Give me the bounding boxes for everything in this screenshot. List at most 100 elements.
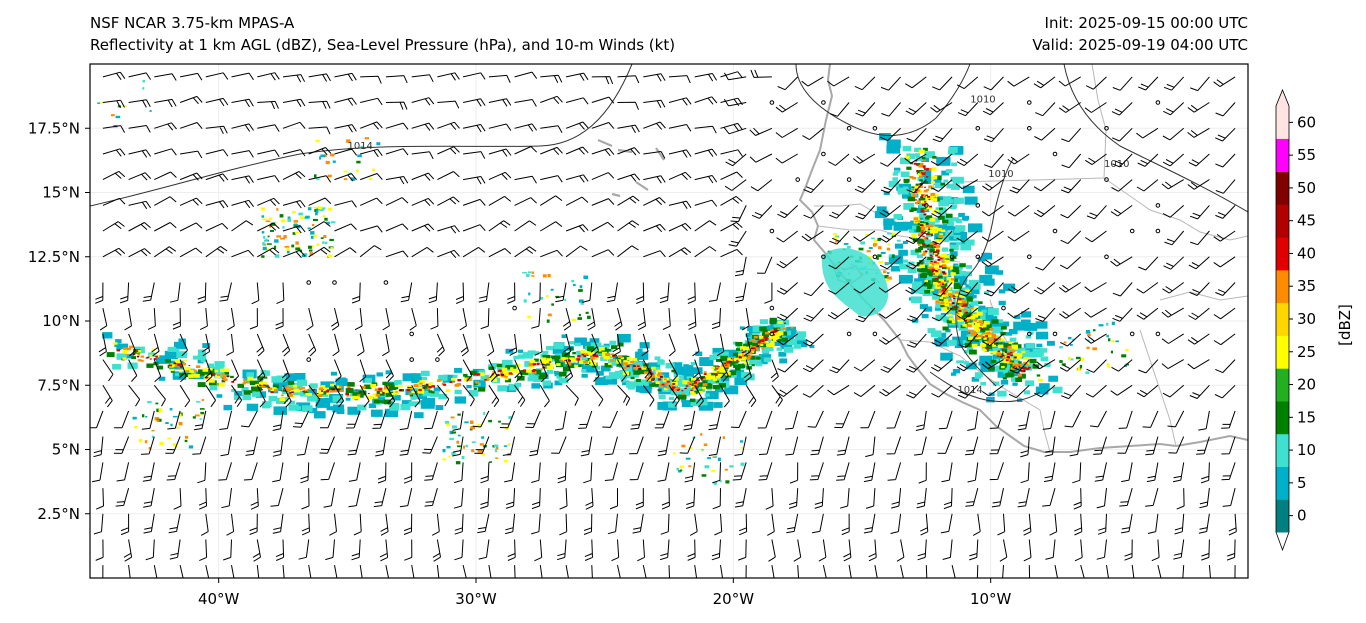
reflectivity-cell bbox=[529, 363, 534, 366]
wind-barb bbox=[565, 384, 579, 406]
wind-barb bbox=[981, 230, 1004, 242]
convective-cell bbox=[527, 271, 532, 274]
reflectivity-cell bbox=[913, 162, 917, 165]
reflectivity-cell bbox=[927, 256, 933, 260]
wind-barb bbox=[720, 97, 743, 106]
reflectivity-cell bbox=[934, 277, 938, 280]
convective-cell bbox=[577, 317, 582, 320]
reflectivity-cell bbox=[930, 194, 935, 198]
reflectivity-cell bbox=[594, 366, 600, 370]
reflectivity-cell bbox=[726, 361, 730, 364]
reflectivity-cell bbox=[750, 347, 754, 350]
reflectivity-cell bbox=[928, 244, 934, 248]
wind-barb bbox=[692, 359, 702, 383]
reflectivity-cell bbox=[178, 338, 186, 344]
reflectivity-cell bbox=[321, 391, 327, 395]
convective-cell bbox=[274, 254, 280, 258]
reflectivity-cell bbox=[780, 341, 793, 349]
reflectivity-cell bbox=[932, 271, 934, 273]
wind-barb bbox=[223, 539, 232, 561]
reflectivity-cell bbox=[891, 265, 901, 272]
wind-barb bbox=[896, 539, 905, 562]
reflectivity-cell bbox=[291, 391, 294, 394]
reflectivity-cell bbox=[940, 302, 945, 305]
convective-cell bbox=[147, 401, 152, 404]
reflectivity-cell bbox=[961, 305, 964, 308]
reflectivity-cell bbox=[917, 220, 921, 222]
convective-cell bbox=[503, 460, 508, 463]
convective-cell bbox=[269, 225, 271, 228]
reflectivity-cell bbox=[657, 373, 662, 377]
wind-barb bbox=[1151, 539, 1160, 562]
reflectivity-cell bbox=[241, 387, 249, 392]
reflectivity-cell bbox=[918, 246, 924, 250]
reflectivity-cell bbox=[929, 255, 932, 257]
reflectivity-cell bbox=[581, 373, 588, 378]
reflectivity-cell bbox=[336, 409, 345, 414]
convective-cell bbox=[701, 448, 704, 451]
calm-wind-marker bbox=[821, 100, 826, 105]
reflectivity-cell bbox=[945, 257, 950, 260]
reflectivity-cell bbox=[289, 400, 295, 405]
reflectivity-cell bbox=[918, 175, 923, 178]
reflectivity-cell bbox=[406, 389, 411, 392]
reflectivity-cell bbox=[554, 358, 559, 362]
wind-barb bbox=[972, 513, 981, 536]
reflectivity-cell bbox=[246, 403, 259, 411]
reflectivity-cell bbox=[999, 355, 1003, 358]
convective-cell bbox=[476, 423, 481, 428]
reflectivity-cell bbox=[504, 375, 508, 378]
wind-barb bbox=[298, 539, 310, 560]
isobars bbox=[90, 64, 1248, 403]
wind-barb bbox=[659, 282, 670, 304]
wind-barb bbox=[102, 197, 126, 206]
reflectivity-cell bbox=[935, 285, 941, 289]
reflectivity-cell bbox=[945, 169, 953, 174]
wind-barb bbox=[617, 75, 640, 84]
wind-barb bbox=[1112, 76, 1133, 91]
reflectivity-cell bbox=[776, 330, 779, 332]
reflectivity-cell bbox=[638, 367, 642, 370]
reflectivity-cell bbox=[695, 351, 703, 356]
wind-barb bbox=[1119, 487, 1133, 507]
reflectivity-cell bbox=[927, 286, 932, 289]
wind-barb bbox=[775, 153, 798, 164]
reflectivity-cell bbox=[500, 373, 504, 376]
wind-barb bbox=[145, 539, 155, 561]
reflectivity-cell bbox=[615, 370, 626, 378]
convective-cell bbox=[722, 436, 725, 439]
convective-cell bbox=[866, 250, 871, 253]
wind-barb bbox=[591, 76, 614, 85]
wind-barb bbox=[668, 385, 680, 407]
convective-cell bbox=[847, 246, 851, 249]
convective-cell bbox=[1085, 371, 1090, 375]
wind-barb bbox=[786, 513, 799, 534]
convective-cell bbox=[170, 423, 173, 427]
reflectivity-cell bbox=[715, 380, 719, 383]
reflectivity-cell bbox=[888, 255, 904, 265]
wind-barb bbox=[686, 488, 696, 509]
wind-barb bbox=[1145, 436, 1159, 456]
wind-barb bbox=[205, 222, 229, 232]
reflectivity-cell bbox=[268, 387, 273, 390]
wind-barb bbox=[565, 72, 589, 81]
convective-cell bbox=[274, 245, 277, 249]
wind-barb bbox=[957, 384, 979, 399]
wind-barb bbox=[205, 97, 229, 107]
wind-barb bbox=[668, 200, 692, 209]
reflectivity-cell bbox=[492, 370, 496, 373]
convective-cell bbox=[551, 303, 554, 306]
calm-wind-marker bbox=[1027, 126, 1032, 131]
reflectivity-cell bbox=[657, 389, 662, 392]
convective-cell bbox=[1068, 336, 1072, 340]
reflectivity-cell bbox=[930, 260, 933, 262]
reflectivity-cell bbox=[1014, 356, 1017, 359]
wind-barb bbox=[956, 230, 979, 243]
reflectivity-cell bbox=[951, 184, 960, 190]
wind-barb bbox=[1043, 462, 1056, 483]
wind-barb bbox=[540, 249, 563, 258]
reflectivity-cell bbox=[326, 406, 334, 411]
wind-barb bbox=[991, 487, 1004, 508]
reflectivity-cell bbox=[768, 346, 774, 350]
wind-barb bbox=[951, 564, 956, 578]
